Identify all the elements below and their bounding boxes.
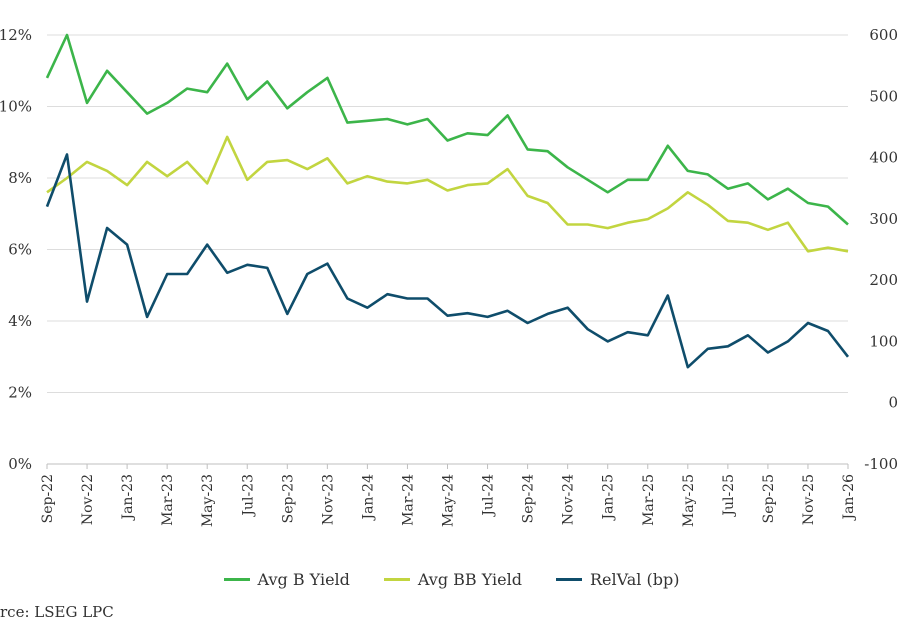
x-tick-label: Mar-23 bbox=[160, 474, 176, 526]
left-tick-label: 6% bbox=[8, 241, 32, 259]
x-tick-label: Jan-24 bbox=[360, 474, 376, 522]
left-tick-label: 8% bbox=[8, 169, 32, 187]
left-tick-label: 0% bbox=[8, 455, 32, 473]
x-tick-label: Nov-25 bbox=[801, 474, 817, 525]
x-tick-label: Jan-23 bbox=[120, 474, 136, 522]
right-tick-label: 0 bbox=[888, 394, 898, 412]
series-lines bbox=[45, 33, 850, 369]
right-tick-label: 100 bbox=[869, 332, 898, 350]
x-tick-label: Sep-23 bbox=[280, 474, 296, 523]
left-tick-label: 12% bbox=[0, 26, 32, 44]
series-line-avg-b-yield bbox=[45, 33, 849, 226]
right-tick-label: 500 bbox=[869, 87, 898, 105]
x-tick-label: Mar-24 bbox=[400, 474, 416, 526]
legend-swatch-relval bbox=[556, 578, 582, 581]
left-tick-label: 4% bbox=[8, 312, 32, 330]
legend-swatch-bb-yield bbox=[383, 578, 410, 581]
x-tick-label: Jul-23 bbox=[240, 474, 256, 518]
x-tick-label: Nov-24 bbox=[561, 474, 577, 525]
x-tick-label: May-24 bbox=[441, 474, 457, 527]
left-tick-label: 10% bbox=[0, 98, 32, 116]
legend-item-relval: RelVal (bp) bbox=[556, 570, 679, 589]
legend-label-bb-yield: Avg BB Yield bbox=[417, 570, 522, 589]
legend-item-b-yield: Avg B Yield bbox=[223, 570, 350, 589]
line-chart: 0% 2% 4% 6% 8% 10% 12% -100 0 100 200 300 400 500 600… bbox=[0, 26, 898, 527]
right-tick-label: 200 bbox=[869, 271, 898, 289]
right-tick-label: 300 bbox=[869, 210, 898, 228]
right-tick-label: 600 bbox=[869, 26, 898, 44]
x-tick-label: Sep-25 bbox=[761, 474, 777, 523]
left-axis: 0% 2% 4% 6% 8% 10% 12% bbox=[0, 26, 32, 473]
x-tick-label: Jul-25 bbox=[721, 474, 737, 518]
gridlines bbox=[47, 34, 848, 465]
legend-label-relval: RelVal (bp) bbox=[590, 570, 680, 589]
series-line-avg-bb-yield bbox=[46, 135, 849, 253]
x-tick-label: Nov-22 bbox=[80, 474, 96, 525]
x-tick-label: Jan-25 bbox=[601, 474, 617, 522]
x-tick-label: Sep-22 bbox=[40, 474, 56, 523]
legend-item-bb-yield: Avg BB Yield bbox=[383, 570, 522, 589]
x-tick-label: May-25 bbox=[681, 474, 697, 527]
x-tick-label: Nov-23 bbox=[320, 474, 336, 525]
source-note: rce: LSEG LPC bbox=[0, 603, 114, 621]
right-tick-label: 400 bbox=[869, 149, 898, 167]
legend-label-b-yield: Avg B Yield bbox=[257, 570, 350, 589]
left-tick-label: 2% bbox=[8, 384, 32, 402]
x-tick-label: Jul-24 bbox=[481, 474, 497, 518]
legend-swatch-b-yield bbox=[223, 578, 250, 581]
x-tick-label: Sep-24 bbox=[521, 474, 537, 523]
series-line-relval-bp bbox=[45, 153, 850, 369]
x-tick-label: May-23 bbox=[200, 474, 216, 527]
right-tick-label: -100 bbox=[864, 455, 898, 473]
x-tick-label: Mar-25 bbox=[641, 474, 657, 526]
legend: Avg B Yield Avg BB Yield RelVal (bp) bbox=[0, 570, 903, 589]
x-tick-label: Jan-26 bbox=[841, 474, 857, 522]
x-axis: Sep-22 Nov-22 Jan-23 Mar-23 May-23 Jul-23 Sep-… bbox=[40, 464, 857, 527]
right-axis: -100 0 100 200 300 400 500 600 bbox=[864, 26, 898, 473]
